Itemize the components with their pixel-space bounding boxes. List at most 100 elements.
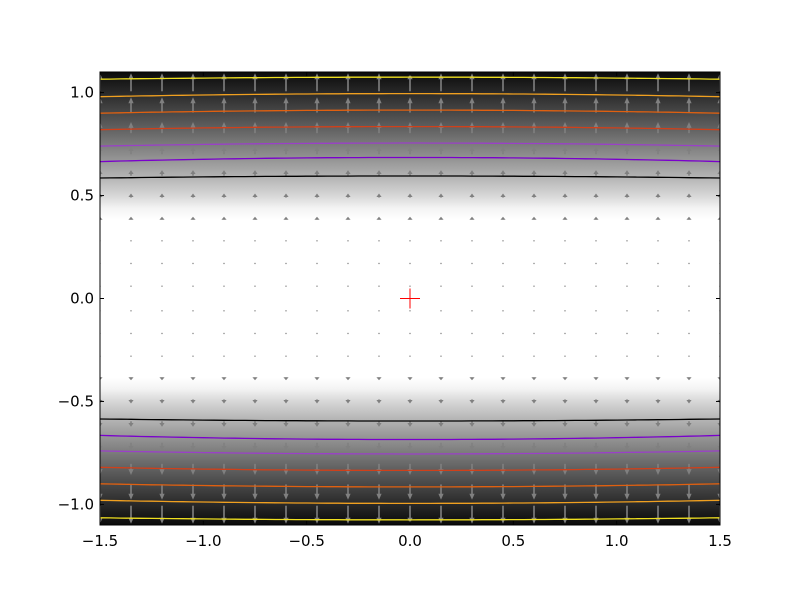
quiver-arrow — [100, 73, 103, 92]
quiver-arrow — [159, 170, 165, 176]
quiver-arrow — [378, 262, 380, 265]
quiver-arrow — [717, 216, 720, 220]
x-axis: −1.5 −1.0 −0.5 0.0 0.5 1.0 1.5 — [82, 72, 732, 550]
quiver-arrow — [345, 216, 351, 220]
quiver-arrow — [347, 240, 349, 242]
contour-line — [100, 125, 720, 131]
quiver-arrow — [717, 442, 720, 451]
quiver-arrow — [626, 262, 628, 265]
quiver-arrow — [531, 421, 537, 427]
quiver-arrow — [469, 193, 475, 198]
contour-line — [100, 109, 720, 114]
quiver-arrow — [347, 262, 349, 265]
quiver-arrow — [593, 216, 599, 220]
contour-line — [100, 466, 720, 472]
quiver-arrow — [347, 285, 349, 287]
quiver-arrow — [595, 355, 597, 357]
quiver-arrow — [624, 170, 630, 176]
quiver-arrow — [316, 240, 318, 242]
marker-layer — [400, 288, 420, 309]
x-tick-label: 1.5 — [708, 532, 732, 550]
quiver-arrow — [223, 332, 225, 335]
quiver-arrow — [130, 355, 132, 357]
quiver-arrow — [469, 170, 475, 176]
contour-layer — [100, 76, 720, 521]
quiver-arrow — [564, 285, 566, 287]
quiver-arrow — [376, 377, 382, 381]
quiver-arrow — [316, 285, 318, 287]
quiver-arrow — [595, 310, 597, 312]
quiver-arrow — [221, 216, 227, 220]
quiver-arrow — [221, 377, 227, 381]
quiver-arrow — [221, 399, 227, 404]
quiver-arrow — [223, 262, 225, 265]
quiver-arrow — [686, 146, 692, 155]
quiver-arrow — [564, 310, 566, 312]
quiver-arrow — [159, 484, 165, 500]
quiver-arrow — [161, 355, 163, 357]
quiver-arrow — [376, 421, 382, 427]
contour-line — [100, 450, 720, 455]
quiver-arrow — [128, 216, 134, 220]
quiver-arrow — [686, 193, 692, 198]
quiver-arrow — [655, 216, 661, 220]
quiver-arrow — [564, 240, 566, 242]
quiver-arrow — [438, 442, 444, 451]
quiver-arrow — [593, 399, 599, 404]
quiver-arrow — [655, 170, 661, 176]
contour-line — [100, 92, 720, 98]
quiver-arrow — [531, 146, 537, 155]
x-tick-label: 1.0 — [605, 532, 629, 550]
quiver-arrow — [223, 240, 225, 242]
quiver-arrow — [254, 355, 256, 357]
quiver-arrow — [438, 193, 444, 198]
quiver-arrow — [407, 146, 413, 155]
quiver-arrow — [500, 193, 506, 198]
quiver-arrow — [440, 355, 442, 357]
quiver-arrow — [562, 399, 568, 404]
quiver-arrow — [438, 377, 444, 381]
quiver-arrow — [252, 399, 258, 404]
quiver-arrow — [595, 332, 597, 335]
quiver-arrow — [717, 146, 720, 155]
quiver-arrow — [531, 399, 537, 404]
quiver-arrow — [100, 146, 103, 155]
quiver-arrow — [190, 122, 196, 134]
quiver-arrow — [252, 193, 258, 198]
quiver-arrow — [717, 73, 720, 92]
quiver-arrow — [100, 421, 103, 427]
quiver-arrow — [562, 377, 568, 381]
quiver-arrow — [285, 262, 287, 265]
quiver-arrow — [438, 170, 444, 176]
quiver-arrow — [717, 122, 720, 134]
contour-line — [100, 499, 720, 505]
quiver-arrow — [533, 332, 535, 335]
quiver-arrow — [314, 442, 320, 451]
quiver-arrow — [283, 377, 289, 381]
contour-line — [100, 418, 720, 422]
quiver-arrow — [161, 285, 163, 287]
quiver-arrow — [190, 421, 196, 427]
quiver-arrow — [657, 240, 659, 242]
contour-line — [100, 483, 720, 488]
quiver-arrow — [562, 146, 568, 155]
quiver-arrow — [159, 122, 165, 134]
quiver-arrow — [190, 442, 196, 451]
quiver-arrow — [624, 377, 630, 381]
quiver-arrow — [285, 355, 287, 357]
quiver-arrow — [409, 310, 411, 312]
quiver-arrow — [130, 240, 132, 242]
quiver-arrow — [221, 170, 227, 176]
y-axis: 1.0 0.5 0.0 −0.5 −1.0 — [58, 84, 720, 513]
quiver-arrow — [655, 442, 661, 451]
quiver-arrow — [100, 463, 103, 475]
quiver-arrow — [409, 332, 411, 335]
contour-line — [100, 175, 720, 179]
quiver-arrow — [252, 146, 258, 155]
quiver-arrow — [314, 170, 320, 176]
quiver-arrow — [717, 463, 720, 475]
quiver-arrow — [624, 463, 630, 475]
quiver-arrow — [655, 505, 661, 524]
y-tick-label: −1.0 — [58, 495, 94, 513]
